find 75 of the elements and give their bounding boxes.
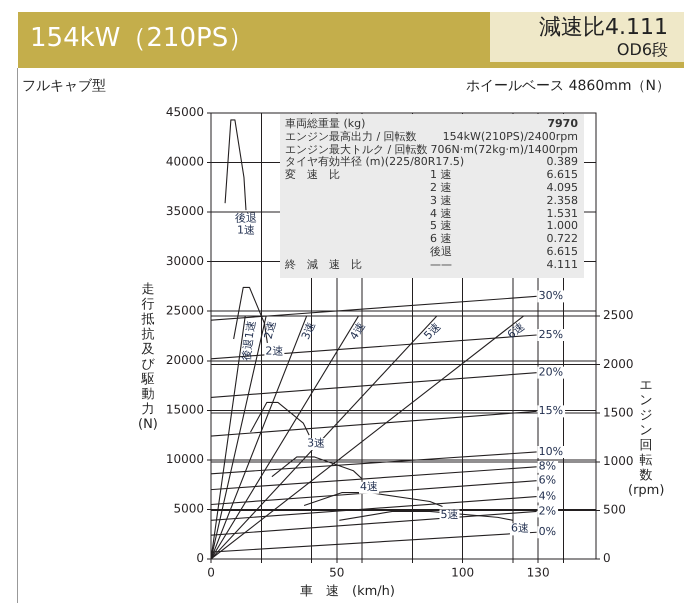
text: 2速: [262, 320, 278, 340]
annotation: 4.095: [546, 181, 578, 194]
annotation: 1 速: [430, 168, 452, 182]
annotation: 変 速 比: [285, 168, 340, 182]
series-label: 5速: [440, 508, 459, 521]
series-label: 25%: [538, 328, 564, 341]
annotation: 6.615: [546, 168, 578, 182]
y-tick-label: 15000: [166, 402, 204, 416]
annotation: 3 速: [430, 194, 452, 207]
text: 3速: [298, 320, 318, 342]
series-label: 6%: [538, 474, 556, 487]
annotation: エンジン最高出力 / 回転数: [285, 130, 417, 143]
annotation: 1.000: [546, 219, 578, 232]
annotation: 154kW(210PS)/2400rpm: [442, 130, 578, 143]
y2-tick-label: 2000: [603, 356, 634, 371]
annotation: 2 速: [430, 181, 452, 194]
y-tick-label: 20000: [166, 352, 204, 367]
y2-tick-label: 2500: [603, 308, 634, 322]
annotation: 706N·m(72kg·m)/1400rpm: [430, 142, 578, 156]
annotation: 6.615: [546, 245, 578, 258]
y-tick-label: 35000: [166, 204, 204, 218]
y-tick-label: 30000: [166, 254, 204, 268]
series-label: 20%: [538, 366, 564, 379]
text: フルキャブ型: [22, 77, 106, 95]
series-label: 30%: [538, 289, 564, 302]
y2-tick-label: 500: [603, 502, 626, 517]
annotation: 5 速: [430, 219, 452, 232]
annotation: 4.111: [546, 258, 578, 271]
series-label: 後退 1速: [234, 211, 257, 236]
annotation: 0.722: [546, 232, 578, 246]
series-label: 10%: [538, 444, 564, 458]
text: 6速: [504, 320, 528, 342]
annotation: 4 速: [430, 206, 452, 220]
text: 4速: [347, 320, 368, 342]
text: 後退1速: [239, 320, 258, 362]
series-label: 4速: [360, 480, 378, 494]
annotation: 終 減 速 比: [285, 258, 362, 271]
text: 5速: [421, 320, 444, 342]
x-axis-title: 車 速 (km/h): [300, 583, 395, 600]
y-tick-label: 25000: [166, 303, 204, 318]
series-label: 8%: [538, 460, 556, 473]
annotation: エンジン最大トルク / 回転数: [285, 142, 428, 156]
y-tick-label: 10000: [166, 452, 204, 466]
series-label: 0%: [538, 525, 556, 538]
annotation: 0.389: [546, 155, 578, 168]
annotation: 1.531: [546, 206, 578, 220]
annotation: 7970: [547, 117, 578, 130]
y2-tick-label: 1500: [603, 405, 634, 420]
annotation: ——: [430, 258, 452, 271]
y-tick-label: 40000: [166, 154, 204, 169]
y-tick-label: 45000: [166, 105, 204, 120]
annotation: タイヤ有効半径 (m)(225/80R17.5): [285, 155, 464, 168]
series-label: 2%: [538, 504, 556, 518]
annotation: 後退: [430, 245, 452, 258]
text: 減速比4.111: [539, 14, 668, 42]
text: OD6段: [616, 40, 668, 61]
series-label: 6速: [510, 522, 529, 535]
text: ホイールベース 4860mm（N）: [466, 77, 670, 95]
y-tick-label: 0: [196, 551, 204, 566]
x-tick-label: 0: [207, 565, 215, 580]
text: 走行抵抗及び駆動力(N): [138, 282, 158, 432]
series-label: 4%: [538, 489, 556, 502]
y2-tick-label: 0: [603, 551, 611, 566]
y2-tick-label: 1000: [603, 454, 634, 468]
chart-title: 154kW（210PS）: [30, 22, 254, 55]
series-label: 2速: [265, 344, 284, 358]
series-label: 15%: [538, 404, 564, 418]
y-tick-label: 5000: [173, 502, 204, 516]
x-tick-label: 130: [526, 565, 550, 580]
x-tick-label: 50: [329, 565, 344, 580]
annotation: 6 速: [430, 232, 452, 246]
series-label: 3速: [307, 436, 326, 450]
annotation: 車両総重量 (kg): [285, 117, 366, 130]
annotation: 2.358: [546, 194, 578, 207]
x-tick-label: 100: [451, 565, 474, 580]
